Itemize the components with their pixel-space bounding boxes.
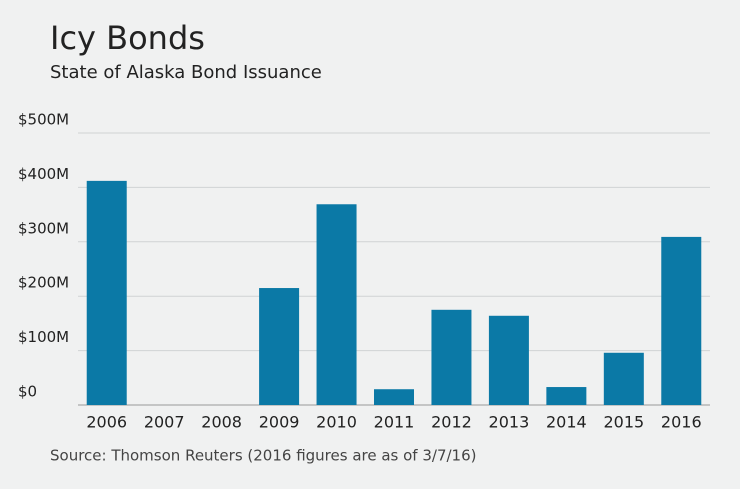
x-tick-label: 2010 bbox=[316, 413, 357, 432]
x-tick-label: 2011 bbox=[374, 413, 415, 432]
source-note: Source: Thomson Reuters (2016 figures ar… bbox=[50, 447, 477, 465]
y-tick-label: $300M bbox=[18, 219, 69, 237]
bar bbox=[259, 288, 300, 405]
x-tick-label: 2007 bbox=[144, 413, 185, 432]
bar bbox=[603, 352, 644, 405]
bar bbox=[374, 389, 414, 405]
y-tick-label: $500M bbox=[18, 111, 69, 129]
x-tick-label: 2012 bbox=[431, 413, 472, 432]
bar bbox=[661, 236, 702, 405]
x-tick-label: 2016 bbox=[661, 413, 702, 432]
x-tick-label: 2006 bbox=[86, 413, 127, 432]
x-tick-label: 2008 bbox=[201, 413, 242, 432]
x-tick-label: 2015 bbox=[603, 413, 644, 432]
y-tick-label: $100M bbox=[18, 328, 69, 346]
y-tick-label: $0 bbox=[18, 383, 37, 401]
bar bbox=[316, 204, 357, 405]
y-tick-label: $400M bbox=[18, 165, 69, 183]
y-tick-label: $200M bbox=[18, 274, 69, 292]
chart-title: Icy Bonds bbox=[50, 19, 205, 57]
chart-subtitle: State of Alaska Bond Issuance bbox=[50, 62, 322, 83]
x-tick-label: 2014 bbox=[546, 413, 587, 432]
x-tick-label: 2013 bbox=[489, 413, 530, 432]
bar bbox=[86, 180, 127, 405]
x-tick-label: 2009 bbox=[259, 413, 300, 432]
bar bbox=[546, 387, 587, 405]
bar bbox=[431, 309, 472, 405]
bar bbox=[488, 315, 529, 405]
